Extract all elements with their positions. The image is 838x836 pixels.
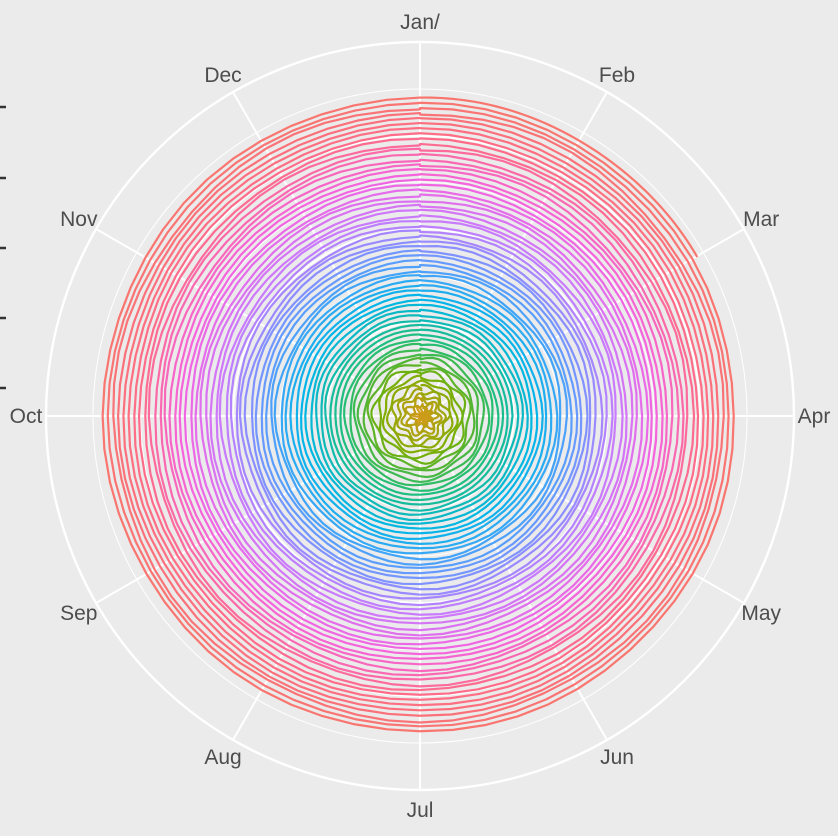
spiral-turn <box>390 384 452 447</box>
spiral-turn <box>396 387 447 442</box>
spiral-turn <box>147 144 689 688</box>
spiral-turn <box>163 159 674 673</box>
month-label-jan: Jan/ <box>400 11 440 34</box>
spiral-turn <box>265 258 573 570</box>
spiral-turn <box>106 101 730 728</box>
month-label-nov: Nov <box>60 208 98 231</box>
radial-axis-ticks <box>0 105 6 390</box>
month-label-dec: Dec <box>204 64 241 87</box>
spiral-turn <box>154 147 685 681</box>
spiral-turn <box>199 195 638 637</box>
spiral-turn <box>215 209 624 620</box>
spiral-turn <box>320 314 520 516</box>
spiral-turn <box>385 379 454 449</box>
spiral-turn <box>370 368 467 465</box>
spiral-turn <box>366 364 472 470</box>
spiral-turn <box>334 328 505 502</box>
spiral-turn <box>127 121 710 707</box>
spiral-turn <box>235 229 604 600</box>
spiral-turn <box>101 96 735 733</box>
spiral-turn <box>352 349 486 484</box>
spiral-turn <box>229 225 608 607</box>
spiral-turn <box>178 173 658 656</box>
spiral-turn <box>339 333 500 496</box>
spiral-turn <box>343 338 494 492</box>
spiral-turn <box>209 203 628 625</box>
spiral-turn <box>324 320 514 512</box>
month-label-mar: Mar <box>743 208 779 231</box>
spiral-turn <box>409 402 434 428</box>
spiral-turn <box>284 279 553 550</box>
month-label-oct: Oct <box>10 405 43 428</box>
month-label-jul: Jul <box>407 799 434 822</box>
month-labels: Jan/Feb Mar Apr May Jun Jul Aug Sep Oct Nov Dec <box>10 11 831 822</box>
month-label-aug: Aug <box>204 746 241 769</box>
spiral-series <box>101 96 735 733</box>
spiral-turn <box>137 132 700 696</box>
month-label-jun: Jun <box>600 746 634 769</box>
spiral-turn <box>270 265 569 566</box>
month-label-apr: Apr <box>798 405 831 428</box>
spiral-turn <box>144 137 696 692</box>
spiral-turn <box>260 254 579 575</box>
month-label-sep: Sep <box>60 602 97 625</box>
spiral-turn <box>289 284 548 545</box>
spiral-turn <box>205 200 634 632</box>
spiral-turn <box>362 356 476 472</box>
spiral-turn <box>159 153 680 677</box>
spiral-turn <box>122 116 715 712</box>
spiral-turn <box>273 270 562 561</box>
spiral-turn <box>238 235 597 596</box>
spiral-turn <box>381 374 459 454</box>
spiral-turn <box>112 108 725 724</box>
spiral-turn <box>250 245 589 586</box>
spiral-turn <box>280 274 559 555</box>
spiral-turn <box>404 396 440 434</box>
spiral-turn <box>304 298 533 530</box>
spiral-turn <box>243 240 592 591</box>
spiral-turn <box>418 96 698 258</box>
spiral-turn <box>218 215 617 616</box>
spiral-turn <box>225 219 614 611</box>
spiral-turn <box>300 293 539 535</box>
spiral-turn <box>174 167 664 660</box>
spiral-turn <box>295 289 544 540</box>
spiral-turn <box>183 178 653 651</box>
spiral-turn <box>190 183 650 646</box>
spiral-turn <box>310 303 529 525</box>
spiral-turn <box>400 392 443 437</box>
month-label-feb: Feb <box>599 64 635 87</box>
spiral-turn <box>168 163 669 666</box>
month-label-may: May <box>741 602 781 625</box>
spiral-turn <box>117 111 720 717</box>
spiral-turn <box>254 249 583 580</box>
spiral-turn <box>356 353 480 479</box>
spiral-turn <box>194 188 644 640</box>
spiral-turn <box>315 309 524 522</box>
spiral-turn <box>349 342 491 487</box>
spiral-turn <box>329 323 509 506</box>
spiral-turn <box>133 126 705 701</box>
